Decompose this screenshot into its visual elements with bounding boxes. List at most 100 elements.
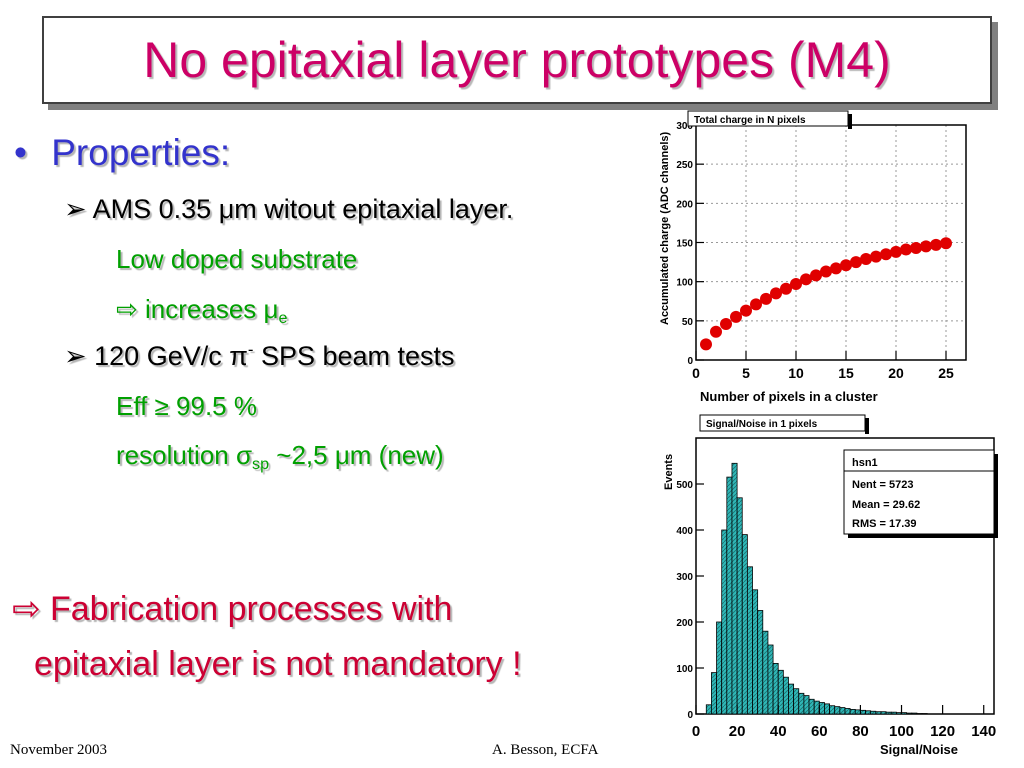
chart1-x-ticks: 0 5 10 15 20 25 <box>692 351 954 381</box>
chart1-y-tick-label: 150 <box>676 239 693 250</box>
histogram-bar <box>834 706 841 715</box>
histogram-bar <box>844 708 851 715</box>
item-beam-post: SPS beam tests <box>253 341 455 372</box>
histogram-bar <box>839 707 846 715</box>
histogram-bar <box>741 534 748 715</box>
chart1-x-tick-label: 10 <box>788 365 804 381</box>
chart1-point <box>860 252 872 265</box>
chart2-x-ticks: 0 20 40 60 80 100 120 140 <box>692 705 996 740</box>
conclusion-line-2: epitaxial layer is not mandatory ! <box>34 645 522 683</box>
charge-vs-pixels-chart: 0 50 100 150 200 250 300 0 5 10 15 20 25 Total char… <box>659 110 967 404</box>
sub-efficiency: Eff ≥ 99.5 % <box>116 391 257 421</box>
chart1-point <box>750 298 762 311</box>
mu-symbol: μ <box>218 194 235 224</box>
chart2-x-tick-label: 120 <box>930 723 955 740</box>
sub-increases: ⇨ increases μe <box>116 294 287 328</box>
mu-symbol: μ <box>334 440 350 470</box>
histogram-bar <box>803 695 810 715</box>
chart2-x-tick-label: 140 <box>971 723 996 740</box>
result-arrow-icon: ⇨ <box>12 590 41 628</box>
histogram-bar <box>716 621 723 715</box>
histogram-bar <box>906 712 913 715</box>
chart1-point <box>740 304 752 317</box>
chart1-x-tick-label: 25 <box>938 365 954 381</box>
footer-date: November 2003 <box>10 742 108 758</box>
histogram-bar <box>757 610 764 715</box>
item-beam-pre: 120 GeV/c <box>94 341 230 372</box>
conclusion-text-1: Fabrication processes with <box>49 590 453 628</box>
histogram-bar <box>731 462 738 715</box>
chart2-y-tick-label: 200 <box>676 618 693 629</box>
signal-noise-histogram: 0 100 200 300 400 500 0 20 40 60 80 100 120 140 Sign… <box>663 414 998 757</box>
stats-box: hsn1 Nent = 5723 Mean = 29.62 RMS = 17.3… <box>843 449 998 538</box>
histogram-bar <box>890 711 897 715</box>
item-beam: ➢ 120 GeV/c π- SPS beam tests <box>64 340 455 372</box>
pi-symbol: π <box>229 341 248 372</box>
histogram-bar <box>870 710 877 715</box>
chart2-y-tick-label: 0 <box>687 710 693 721</box>
footer-author: A. Besson, ECFA <box>492 742 599 758</box>
item-ams-post: m witout epitaxial layer. <box>234 194 514 224</box>
histogram-bar <box>793 688 800 715</box>
chart2-y-ticks: 0 100 200 300 400 500 <box>676 480 704 721</box>
chart1-point <box>760 292 772 305</box>
arrow-bullet-icon: ➢ <box>64 341 87 372</box>
histogram-bar <box>711 672 717 715</box>
chart2-y-label: Events <box>663 454 675 490</box>
chart1-point <box>730 310 742 323</box>
chart1-point <box>810 269 822 282</box>
chart1-point <box>900 243 912 256</box>
chart2-x-tick-label: 60 <box>811 723 828 740</box>
sub-increases-pre: increases <box>145 294 264 324</box>
histogram-bar <box>813 700 820 715</box>
chart1-point <box>790 278 802 291</box>
chart1-y-label: Accumulated charge (ADC channels) <box>659 132 671 325</box>
bullet-dot: • <box>14 132 27 173</box>
chart2-title: Signal/Noise in 1 pixels <box>706 419 818 430</box>
stats-name: hsn1 <box>852 457 878 469</box>
result-arrow-icon: ⇨ <box>116 294 138 324</box>
histogram-bar <box>818 702 825 715</box>
chart2-y-tick-label: 100 <box>676 664 693 675</box>
chart1-point <box>920 240 932 253</box>
chart1-point <box>720 317 732 330</box>
item-ams-pre: AMS 0.35 <box>92 194 219 224</box>
chart2-y-tick-label: 500 <box>676 480 693 491</box>
chart1-title: Total charge in N pixels <box>694 115 806 126</box>
histogram-bar <box>865 710 872 715</box>
histogram-bar <box>829 705 836 715</box>
chart1-point <box>850 256 862 269</box>
chart1-x-tick-label: 20 <box>888 365 904 381</box>
chart2-x-tick-label: 40 <box>770 723 787 740</box>
sub-resolution-pre: resolution <box>116 440 236 470</box>
sub-resolution-mid: ~2,5 <box>269 440 335 470</box>
pi-superscript: - <box>247 340 254 359</box>
chart1-y-tick-label: 300 <box>676 121 693 132</box>
chart1-point <box>800 273 812 286</box>
histogram-bar <box>849 708 856 715</box>
chart1-x-tick-label: 5 <box>742 365 750 381</box>
histogram-bar <box>772 662 779 715</box>
conclusion-line-1: ⇨ Fabrication processes with <box>12 589 452 629</box>
title-box: No epitaxial layer prototypes (M4) <box>42 16 992 104</box>
item-ams: ➢ AMS 0.35 μm witout epitaxial layer. <box>64 194 513 225</box>
chart2-y-tick-label: 400 <box>676 526 693 537</box>
histogram-bar <box>824 703 830 715</box>
chart2-x-tick-label: 0 <box>692 723 700 740</box>
chart1-point <box>700 338 712 351</box>
chart2-title-box: Signal/Noise in 1 pixels <box>699 414 869 434</box>
arrow-bullet-icon: ➢ <box>64 194 87 224</box>
histogram-bar <box>726 476 733 715</box>
histogram-bar <box>767 644 774 715</box>
mu-symbol: μ <box>263 294 279 324</box>
histogram-bar <box>777 669 784 715</box>
chart1-y-tick-label: 50 <box>682 317 694 328</box>
chart1-point <box>880 248 892 261</box>
chart1-x-label: Number of pixels in a cluster <box>700 389 878 404</box>
chart1-y-tick-label: 0 <box>687 356 693 367</box>
chart1-point <box>840 259 852 272</box>
chart1-y-tick-label: 200 <box>676 199 693 210</box>
histogram-bar <box>885 711 892 715</box>
sub-low-doped: Low doped substrate <box>116 244 358 274</box>
chart1-x-tick-label: 15 <box>838 365 854 381</box>
